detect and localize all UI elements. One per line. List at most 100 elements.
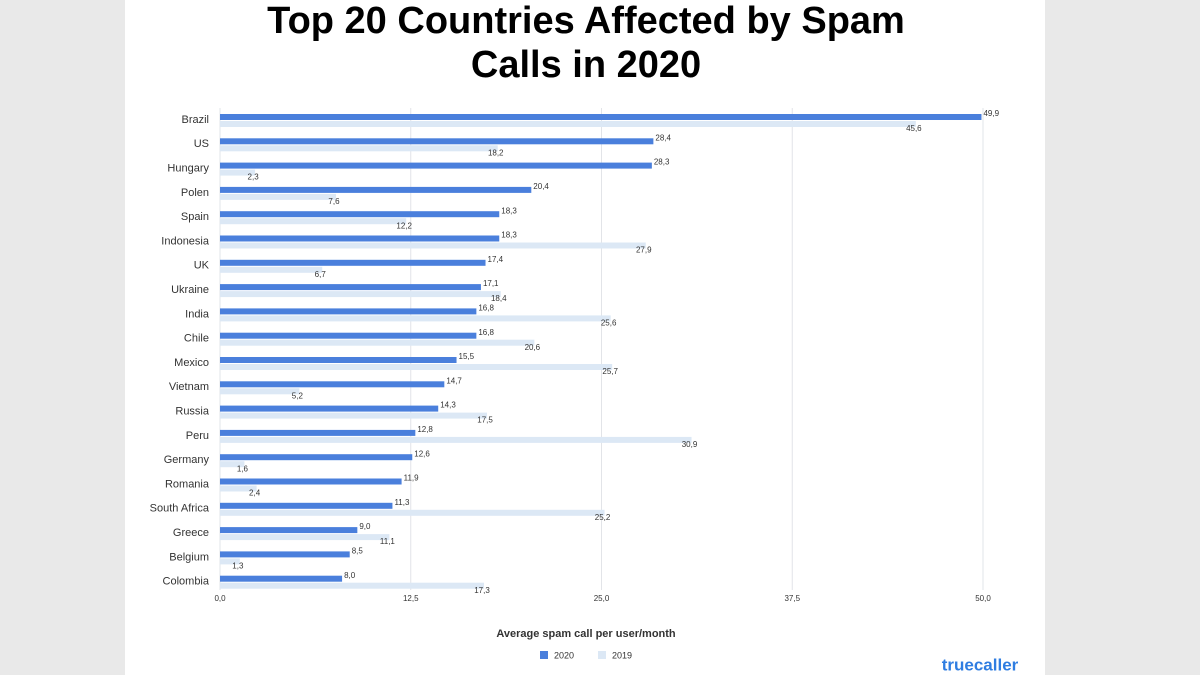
legend-label: 2019: [612, 650, 632, 660]
y-tick-label: South Africa: [150, 503, 210, 515]
value-label: 11,1: [380, 537, 396, 546]
bar: [220, 436, 692, 443]
value-label: 17,3: [474, 586, 490, 595]
value-label: 20,6: [525, 343, 541, 352]
value-label: 20,4: [533, 182, 549, 191]
bar: [220, 381, 445, 388]
bar: [220, 169, 256, 176]
value-label: 16,8: [478, 304, 494, 313]
bar: [220, 582, 484, 589]
value-label: 49,9: [983, 109, 999, 118]
y-tick-label: Mexico: [174, 357, 209, 369]
y-tick-label: Belgium: [169, 551, 209, 563]
y-tick-label: Chile: [184, 333, 209, 345]
legend-swatch: [598, 651, 606, 659]
bar: [220, 242, 646, 249]
y-tick-label: Indonesia: [161, 235, 210, 247]
y-tick-label: US: [194, 138, 209, 150]
value-label: 45,6: [906, 124, 922, 133]
value-label: 5,2: [292, 391, 304, 400]
bar: [220, 259, 486, 266]
value-label: 1,3: [232, 562, 244, 571]
value-label: 25,6: [601, 319, 617, 328]
bar: [220, 454, 413, 461]
x-tick-label: 25,0: [594, 594, 610, 603]
bar: [220, 332, 477, 339]
value-label: 9,0: [359, 522, 371, 531]
x-tick-label: 50,0: [975, 594, 991, 603]
chart-subtitle: Calls in 2020: [471, 44, 701, 86]
bar: [220, 388, 300, 395]
x-tick-label: 37,5: [784, 594, 800, 603]
value-label: 16,8: [478, 328, 494, 337]
x-tick-label: 12,5: [403, 594, 419, 603]
value-label: 15,5: [459, 352, 475, 361]
y-tick-label: Vietnam: [169, 381, 209, 393]
value-label: 2,4: [249, 489, 261, 498]
y-tick-label: Hungary: [167, 163, 209, 175]
bar: [220, 315, 611, 322]
value-label: 11,3: [394, 498, 410, 507]
bar: [220, 121, 916, 127]
bar: [220, 509, 605, 516]
bar: [220, 575, 343, 582]
value-label: 25,2: [595, 513, 611, 522]
y-tick-label: UK: [194, 260, 210, 272]
value-label: 28,4: [655, 133, 671, 142]
value-label: 17,4: [488, 255, 504, 264]
y-tick-label: Germany: [164, 454, 210, 466]
bar: [220, 308, 477, 315]
bar: [220, 266, 323, 273]
legend-label: 2020: [554, 650, 574, 660]
value-label: 7,6: [328, 197, 340, 206]
bar: [220, 235, 500, 242]
y-tick-label: Russia: [175, 406, 210, 418]
y-tick-label: Greece: [173, 527, 209, 539]
value-label: 8,5: [352, 547, 364, 556]
bar: [220, 502, 393, 509]
value-label: 6,7: [315, 270, 327, 279]
value-label: 14,7: [446, 376, 462, 385]
bar: [220, 534, 390, 541]
bar: [220, 551, 350, 558]
value-label: 1,6: [237, 464, 249, 473]
value-label: 30,9: [682, 440, 698, 449]
bar: [220, 186, 532, 193]
value-label: 18,2: [488, 148, 504, 157]
x-axis-label: Average spam call per user/month: [496, 628, 676, 640]
value-label: 27,9: [636, 246, 652, 255]
y-tick-label: Romania: [165, 478, 210, 490]
value-label: 11,9: [404, 474, 420, 483]
bar: [220, 162, 652, 169]
value-label: 8,0: [344, 571, 356, 580]
y-tick-label: Polen: [181, 187, 209, 199]
y-tick-label: Colombia: [163, 576, 210, 588]
bar: [220, 145, 498, 152]
bar: [220, 284, 481, 291]
value-label: 28,3: [654, 158, 670, 167]
bar: [220, 193, 336, 200]
value-label: 18,3: [501, 231, 517, 240]
bar: [220, 405, 439, 412]
bar: [220, 485, 257, 492]
bar: [220, 211, 500, 218]
bar: [220, 138, 654, 145]
legend-swatch: [540, 651, 548, 659]
bar: [220, 429, 416, 436]
chart-title: Top 20 Countries Affected by Spam: [267, 0, 905, 42]
bar: [220, 218, 407, 225]
bar: [220, 339, 535, 346]
value-label: 25,7: [602, 367, 618, 376]
value-label: 14,3: [440, 401, 456, 410]
value-label: 17,1: [483, 279, 499, 288]
bar: [220, 478, 402, 485]
y-tick-label: Brazil: [181, 114, 209, 126]
value-label: 18,3: [501, 206, 517, 215]
bar: [220, 461, 245, 468]
bar: [220, 558, 240, 565]
bar: [220, 527, 358, 534]
value-label: 17,5: [477, 416, 493, 425]
value-label: 12,2: [396, 221, 412, 230]
y-tick-label: India: [185, 308, 210, 320]
bar: [220, 364, 613, 370]
